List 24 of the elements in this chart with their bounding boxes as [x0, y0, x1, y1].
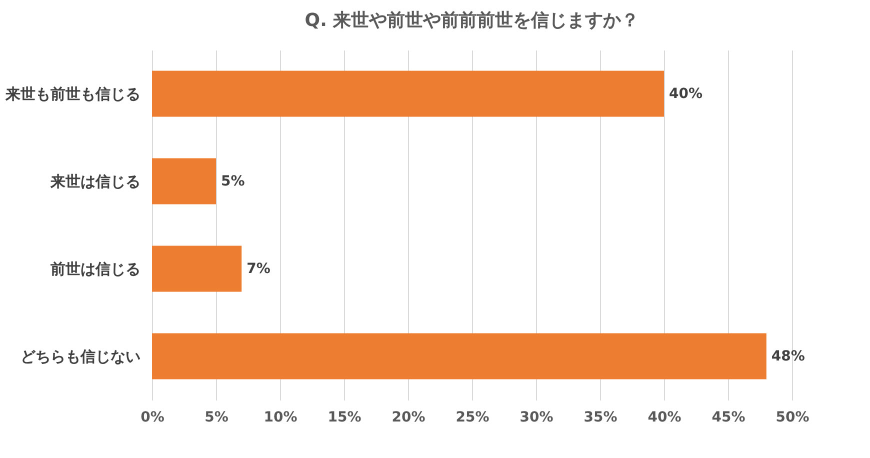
x-tick-label: 5% — [204, 410, 228, 426]
x-tick-label: 10% — [264, 410, 298, 426]
data-label: 40% — [669, 86, 703, 102]
x-tick-label: 35% — [584, 410, 618, 426]
x-tick-label: 45% — [712, 410, 746, 426]
data-label: 7% — [246, 260, 270, 277]
x-tick-label: 20% — [392, 410, 426, 426]
chart-title: Q. 来世や前世や前前前世を信じますか？ — [304, 10, 640, 31]
x-tick-label: 25% — [456, 410, 490, 426]
x-tick-label: 40% — [648, 410, 682, 426]
x-tick-label: 30% — [520, 410, 554, 426]
bar — [152, 158, 216, 204]
y-tick-label: 来世も前世も信じる — [4, 84, 140, 103]
data-label: 48% — [771, 348, 805, 364]
y-tick-label: 来世は信じる — [50, 172, 140, 190]
x-tick-label: 50% — [776, 410, 810, 426]
x-tick-label: 0% — [140, 410, 164, 426]
y-tick-label: 前世は信じる — [50, 260, 140, 278]
y-tick-label: どちらも信じない — [20, 347, 140, 366]
bar — [152, 333, 766, 380]
bar — [152, 246, 242, 292]
x-tick-label: 15% — [328, 410, 362, 426]
bar — [152, 70, 664, 117]
data-label: 5% — [221, 173, 245, 190]
